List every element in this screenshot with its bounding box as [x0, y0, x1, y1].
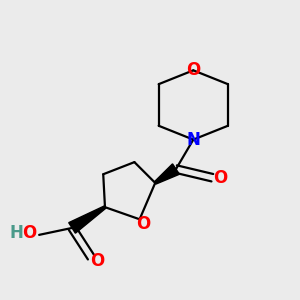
Text: N: N: [186, 130, 200, 148]
Polygon shape: [154, 164, 179, 184]
Polygon shape: [69, 206, 106, 233]
Text: O: O: [186, 61, 200, 79]
Text: O: O: [136, 215, 150, 233]
Text: O: O: [213, 169, 227, 187]
Text: O: O: [22, 224, 37, 242]
Text: H: H: [10, 224, 24, 242]
Text: O: O: [90, 252, 104, 270]
